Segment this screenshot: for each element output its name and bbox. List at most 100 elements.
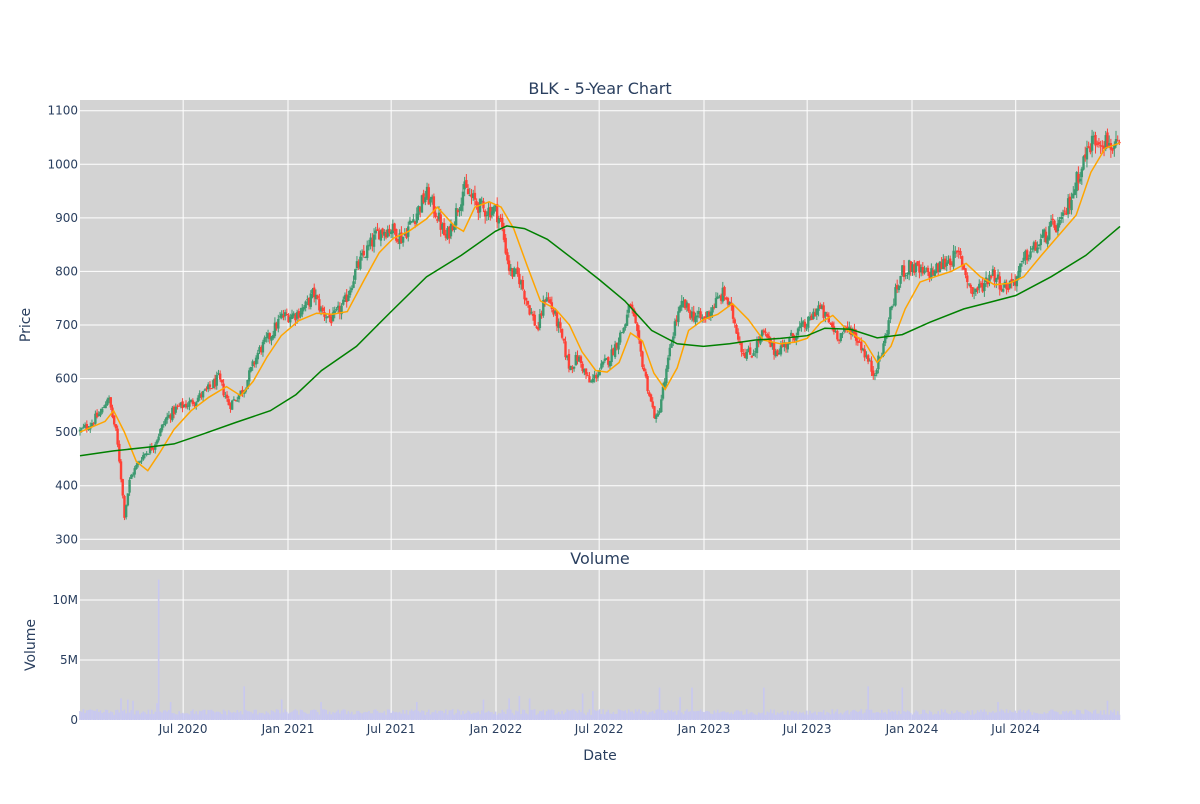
volume-bar <box>503 711 505 720</box>
candle-body-up <box>789 332 793 336</box>
candle-body-down <box>213 378 217 387</box>
volume-bar <box>657 709 659 720</box>
volume-bar <box>151 709 153 720</box>
volume-bar <box>1070 710 1073 720</box>
candle-body-down <box>313 287 316 298</box>
candle-body-down <box>1063 210 1066 212</box>
candle-body-down <box>909 261 913 272</box>
candle-body-down <box>448 226 451 239</box>
candle-body-down <box>632 308 636 316</box>
candle-body-down <box>819 304 822 309</box>
candle-body-down <box>169 415 172 419</box>
candle-body-up <box>82 426 85 428</box>
volume-bar <box>407 714 410 720</box>
volume-bar <box>1089 712 1092 720</box>
volume-bar <box>215 711 218 720</box>
candle-body-down <box>586 375 589 377</box>
volume-bar <box>592 691 594 720</box>
volume-bar <box>728 713 731 720</box>
candle-body-up <box>897 285 901 291</box>
volume-bar <box>224 711 227 720</box>
volume-bar <box>417 710 420 720</box>
volume-bar <box>426 712 428 720</box>
volume-bar <box>858 711 861 720</box>
candle-body-up <box>569 365 572 370</box>
candle-body-down <box>757 339 760 343</box>
volume-bar <box>132 700 134 720</box>
candle-body-up <box>718 296 721 298</box>
volume-bar <box>643 710 645 720</box>
volume-bar <box>188 714 191 720</box>
volume-bar <box>378 712 380 720</box>
volume-bar <box>551 709 553 720</box>
candle-body-down <box>636 323 639 332</box>
volume-bar <box>826 711 828 720</box>
candle-body-down <box>579 356 583 364</box>
candle-body-up <box>625 314 629 326</box>
volume-bar <box>532 709 534 720</box>
volume-bar <box>578 709 580 720</box>
volume-bar <box>1065 710 1068 720</box>
candle-body-down <box>928 271 931 279</box>
price-candles[interactable] <box>78 128 1121 521</box>
volume-bar <box>807 714 810 720</box>
candle-body-up <box>807 316 810 328</box>
candle-body-up <box>875 370 878 374</box>
candle-body-up <box>1032 242 1036 250</box>
volume-bar <box>381 712 384 720</box>
volume-bar <box>768 712 770 720</box>
volume-bar <box>771 713 774 720</box>
volume-bar <box>744 714 746 720</box>
volume-bar <box>853 709 856 720</box>
candle-body-up <box>87 429 90 431</box>
candle-body-down <box>172 406 176 415</box>
volume-bar <box>829 714 832 720</box>
volume-bar <box>130 710 133 720</box>
volume-bar <box>708 711 710 720</box>
volume-bar <box>634 709 637 720</box>
volume-bar <box>716 709 719 720</box>
candle-body-down <box>241 389 244 394</box>
candle-body-up <box>494 204 497 208</box>
candle-body-up <box>991 269 995 276</box>
volume-bar <box>1034 713 1037 720</box>
candle-body-down <box>916 261 919 266</box>
candle-body-down <box>699 311 702 318</box>
candle-body-up <box>449 223 453 237</box>
volume-bar <box>903 710 905 720</box>
candle-body-up <box>232 399 236 401</box>
candle-body-up <box>366 245 369 258</box>
volume-bar <box>511 712 514 720</box>
candle-body-up <box>865 355 868 357</box>
candle-body-down <box>330 316 333 324</box>
candle-body-up <box>907 260 911 275</box>
volume-bar <box>103 712 105 720</box>
volume-bar <box>412 711 415 720</box>
volume-bar <box>1021 712 1023 720</box>
volume-bar <box>267 712 269 720</box>
candle-body-down <box>413 221 417 224</box>
volume-bar <box>626 713 628 720</box>
volume-bar <box>1046 713 1049 720</box>
volume-bar <box>506 709 509 720</box>
candle-body-up <box>1080 168 1084 178</box>
candle-body-down <box>362 250 365 256</box>
volume-bars[interactable] <box>79 579 1121 720</box>
volume-bar <box>629 711 632 720</box>
volume-bar <box>648 712 651 720</box>
volume-bar <box>1098 713 1100 720</box>
volume-bar <box>766 711 769 720</box>
candle-body-down <box>748 347 752 355</box>
candle-body-up <box>945 262 948 266</box>
candle-body-down <box>516 267 519 275</box>
candle-body-up <box>314 294 318 300</box>
price-y-tick-label: 800 <box>55 264 78 278</box>
volume-bar <box>104 709 107 720</box>
candle-body-up <box>848 326 851 330</box>
candle-body-up <box>1015 276 1019 287</box>
volume-bar <box>1057 712 1059 720</box>
volume-bar <box>287 713 290 720</box>
volume-bar <box>718 712 721 720</box>
volume-bar <box>393 712 396 720</box>
volume-bar <box>696 711 698 720</box>
